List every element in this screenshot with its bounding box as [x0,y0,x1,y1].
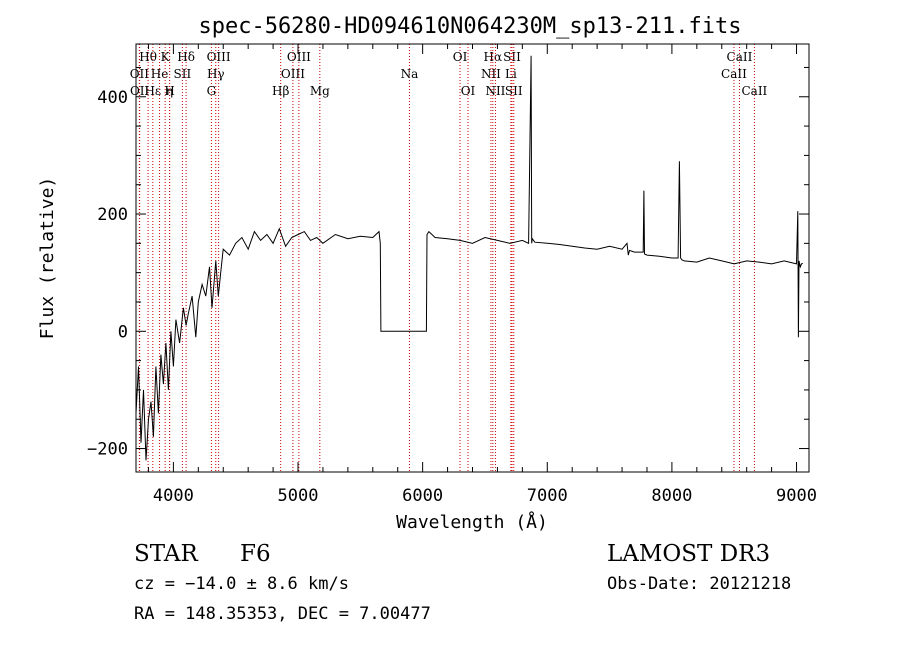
y-axis: −200 0 200 400 [87,66,809,460]
marker-label: He [151,67,169,81]
marker-label: Mg [310,84,330,98]
marker-label: CaII [721,67,747,81]
marker-label: OI [461,84,476,98]
y-tick-label: −200 [87,440,128,460]
marker-label: Hγ [207,67,225,81]
y-tick-label: 200 [97,205,128,225]
object-type: STAR [134,541,198,567]
marker-label: G [207,84,217,98]
x-tick-label: 9000 [776,486,817,506]
marker-label: CaII [727,50,753,64]
marker-label: η [166,84,173,98]
y-axis-label: Flux (relative) [37,177,58,340]
x-tick-label: 5000 [278,486,319,506]
spectral-subclass: F6 [240,541,271,567]
series-line-flux [135,55,804,461]
marker-label: OIII [281,67,305,81]
chart-title: spec-56280-HD094610N064230M_sp13-211.fit… [198,14,741,39]
marker-label: NII [481,67,501,81]
redshift-cz: cz = −14.0 ± 8.6 km/s [134,574,349,594]
series-layer [135,55,804,461]
marker-label: OIII [287,50,311,64]
marker-label: OIII [207,50,231,64]
y-tick-label: 400 [97,88,128,108]
x-tick-label: 4000 [153,486,194,506]
marker-label: Hθ [139,50,157,64]
marker-label: NII [485,84,505,98]
marker-label: OII [130,84,150,98]
coordinates: RA = 148.35353, DEC = 7.00477 [134,604,431,624]
marker-label: Hε [144,84,161,98]
marker-label: OI [453,50,468,64]
marker-label: K [161,50,171,64]
marker-label: Hδ [177,50,195,64]
x-tick-label: 6000 [402,486,443,506]
marker-label: SII [174,67,192,81]
marker-label: Na [401,67,419,81]
x-tick-label: 8000 [651,486,692,506]
x-axis: 4000 5000 6000 7000 8000 9000 [147,44,817,506]
marker-label: Li [505,67,517,81]
marker-label: Hα [484,50,503,64]
x-tick-label: 7000 [527,486,568,506]
marker-label: SII [503,50,521,64]
survey-name: LAMOST DR3 [607,541,771,567]
marker-label: SII [505,84,523,98]
x-axis-label: Wavelength (Å) [396,511,548,533]
marker-label: Hβ [272,84,289,98]
y-tick-label: 0 [118,322,128,342]
observation-date: Obs-Date: 20121218 [607,574,792,594]
marker-label: H [164,84,174,98]
marker-label: CaII [741,84,767,98]
